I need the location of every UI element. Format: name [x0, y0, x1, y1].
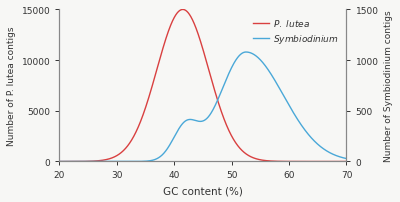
X-axis label: GC content (%): GC content (%)	[163, 185, 243, 195]
Y-axis label: Number of P. lutea contigs: Number of P. lutea contigs	[7, 27, 16, 145]
Y-axis label: Number of Symbiodinium contigs: Number of Symbiodinium contigs	[384, 11, 393, 161]
Legend: $\it{P.}$ $\it{lutea}$, $\it{Symbiodinium}$: $\it{P.}$ $\it{lutea}$, $\it{Symbiodiniu…	[250, 15, 342, 49]
